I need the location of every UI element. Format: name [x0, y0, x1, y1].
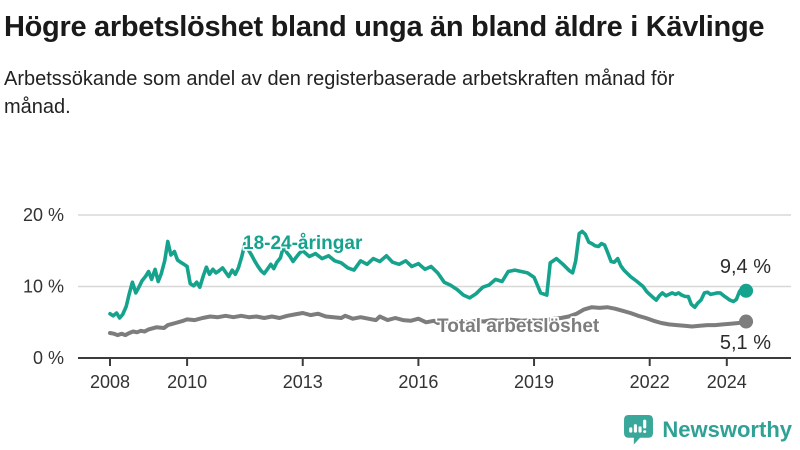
- page-subtitle: Arbetssökande som andel av den registerb…: [4, 68, 675, 119]
- series-label-1: Total arbetslöshet: [437, 316, 600, 337]
- y-axis-label-0: 0 %: [33, 348, 64, 368]
- x-axis-label-2024: 2024: [707, 372, 747, 392]
- series-end-value-1: 5,1 %: [720, 332, 771, 354]
- x-axis-label-2019: 2019: [514, 372, 554, 392]
- x-axis-label-2010: 2010: [167, 372, 207, 392]
- x-axis-label-2008: 2008: [90, 372, 130, 392]
- series-line-0: [108, 229, 748, 320]
- y-axis-label-20: 20 %: [23, 205, 64, 225]
- y-axis-label-10: 10 %: [23, 277, 64, 297]
- newsworthy-logo[interactable]: Newsworthy: [624, 415, 792, 445]
- series-end-dot-1: [739, 314, 754, 329]
- series-end-dot-0: [739, 283, 754, 298]
- series-line-1: [108, 305, 749, 338]
- series-label-0: 18-24-åringar: [243, 233, 363, 254]
- page-title: Högre arbetslöshet bland unga än bland ä…: [4, 11, 765, 43]
- brand-name: Newsworthy: [662, 417, 792, 442]
- series-end-value-0: 9,4 %: [720, 256, 771, 278]
- x-axis-label-2016: 2016: [398, 372, 438, 392]
- x-axis-label-2013: 2013: [283, 372, 323, 392]
- x-axis-label-2022: 2022: [630, 372, 670, 392]
- newsworthy-chart-bubble-icon: [624, 415, 654, 445]
